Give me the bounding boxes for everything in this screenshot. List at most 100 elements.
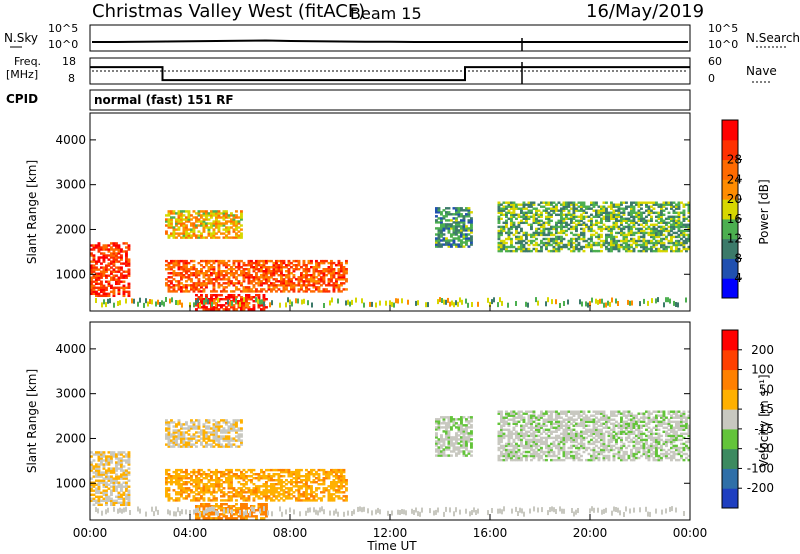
data-cell [555,225,558,229]
data-cell [650,217,653,221]
data-cell [277,280,281,283]
data-cell [127,497,131,501]
data-cell [595,211,598,215]
data-cell [462,450,466,453]
data-cell [342,495,346,498]
data-cell [202,290,206,293]
data-cell [177,437,181,440]
data-cell [462,424,466,427]
data-cell [182,470,186,474]
colorbar-swatch [722,278,738,299]
data-cell [92,258,96,261]
data-cell [280,270,283,273]
data-cell [105,266,108,269]
data-cell [225,302,228,305]
data-cell [555,241,558,245]
data-cell [437,450,441,453]
data-cell [257,509,261,512]
data-cell [222,495,226,498]
data-cell [540,205,543,208]
data-cell [190,280,193,283]
data-cell [290,284,293,287]
data-cell [645,231,648,235]
data-cell [165,259,168,263]
data-cell [170,222,173,225]
data-cell [317,280,321,283]
data-cell [645,245,648,249]
data-cell [227,282,231,285]
data-cell [582,215,586,219]
data-cell [177,445,181,448]
data-cell [295,473,298,476]
data-cell [167,272,171,275]
data-cell [163,301,165,307]
data-cell [240,236,243,239]
data-cell [340,266,343,269]
data-cell [202,509,206,512]
data-cell [177,421,181,424]
data-cell [197,290,201,293]
data-cell [202,429,206,432]
data-cell [617,211,621,215]
data-cell [285,286,288,289]
data-cell [210,477,213,480]
data-cell [307,261,311,265]
data-cell [437,452,441,455]
data-cell [172,216,176,219]
data-cell [517,412,521,415]
data-cell [245,497,248,500]
data-cell [457,223,461,226]
data-cell [175,441,178,444]
data-cell [240,433,243,436]
data-cell [310,473,313,476]
data-cell [252,499,256,502]
data-cell [272,493,276,496]
data-cell [505,215,508,219]
data-cell [507,456,511,460]
data-cell [267,495,271,498]
data-cell [602,201,606,204]
data-cell [542,201,546,204]
data-cell [267,286,271,289]
data-cell [90,286,93,290]
data-cell [242,517,246,520]
data-cell [585,301,587,307]
data-cell [167,290,171,293]
data-cell [577,209,581,212]
data-cell [515,203,518,206]
data-cell [457,215,461,218]
data-cell [122,475,126,478]
data-cell [672,249,676,253]
data-cell [90,292,93,296]
data-cell [572,249,576,253]
data-cell [307,470,311,474]
data-cell [462,241,466,244]
data-cell [620,245,623,249]
data-cell [550,225,553,229]
data-cell [117,260,121,263]
data-cell [197,483,201,486]
data-cell [437,448,441,451]
data-cell [312,481,316,484]
data-cell [277,270,281,273]
data-cell [660,217,663,221]
data-cell [270,266,273,269]
data-cell [220,212,223,215]
data-cell [280,493,283,496]
data-cell [442,440,446,443]
data-cell [97,455,101,458]
data-cell [680,233,683,237]
data-cell [292,270,296,273]
data-cell [517,436,521,440]
data-cell [92,266,96,269]
data-cell [545,201,548,204]
data-cell [597,227,601,231]
data-cell [455,237,458,240]
data-cell [337,278,341,281]
data-cell [582,209,586,212]
data-cell [287,493,291,496]
data-cell [322,470,326,474]
data-cell [177,433,181,436]
data-cell [255,276,258,279]
data-cell [211,301,213,307]
